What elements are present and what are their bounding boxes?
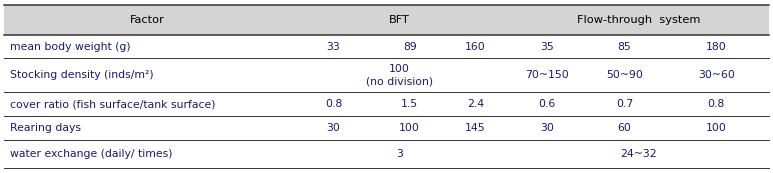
Text: 100: 100 xyxy=(706,123,727,133)
Text: BFT: BFT xyxy=(389,15,410,25)
Text: 85: 85 xyxy=(618,42,632,52)
Text: 3: 3 xyxy=(396,149,403,159)
Text: 33: 33 xyxy=(327,42,340,52)
Text: cover ratio (fish surface/tank surface): cover ratio (fish surface/tank surface) xyxy=(10,99,216,109)
Text: 89: 89 xyxy=(403,42,417,52)
Text: Rearing days: Rearing days xyxy=(10,123,81,133)
Text: 35: 35 xyxy=(540,42,554,52)
Text: water exchange (daily/ times): water exchange (daily/ times) xyxy=(10,149,172,159)
Text: 1.5: 1.5 xyxy=(401,99,418,109)
Text: 30: 30 xyxy=(540,123,554,133)
Text: 0.8: 0.8 xyxy=(707,99,725,109)
Text: 24~32: 24~32 xyxy=(621,149,657,159)
Text: 60: 60 xyxy=(618,123,632,133)
Text: 0.8: 0.8 xyxy=(325,99,342,109)
Text: Factor: Factor xyxy=(129,15,165,25)
Text: Stocking density (inds/m²): Stocking density (inds/m²) xyxy=(10,70,154,80)
Text: 100
(no division): 100 (no division) xyxy=(366,64,433,87)
Text: 160: 160 xyxy=(465,42,485,52)
Bar xyxy=(4,5,769,35)
Text: 0.7: 0.7 xyxy=(616,99,633,109)
Text: Flow-through  system: Flow-through system xyxy=(577,15,700,25)
Text: 0.6: 0.6 xyxy=(539,99,556,109)
Text: 180: 180 xyxy=(706,42,727,52)
Text: 70~150: 70~150 xyxy=(526,70,569,80)
Text: 100: 100 xyxy=(399,123,421,133)
Text: 2.4: 2.4 xyxy=(467,99,484,109)
Text: 50~90: 50~90 xyxy=(606,70,643,80)
Text: mean body weight (g): mean body weight (g) xyxy=(10,42,131,52)
Text: 30~60: 30~60 xyxy=(698,70,734,80)
Text: 145: 145 xyxy=(465,123,485,133)
Text: 30: 30 xyxy=(327,123,340,133)
